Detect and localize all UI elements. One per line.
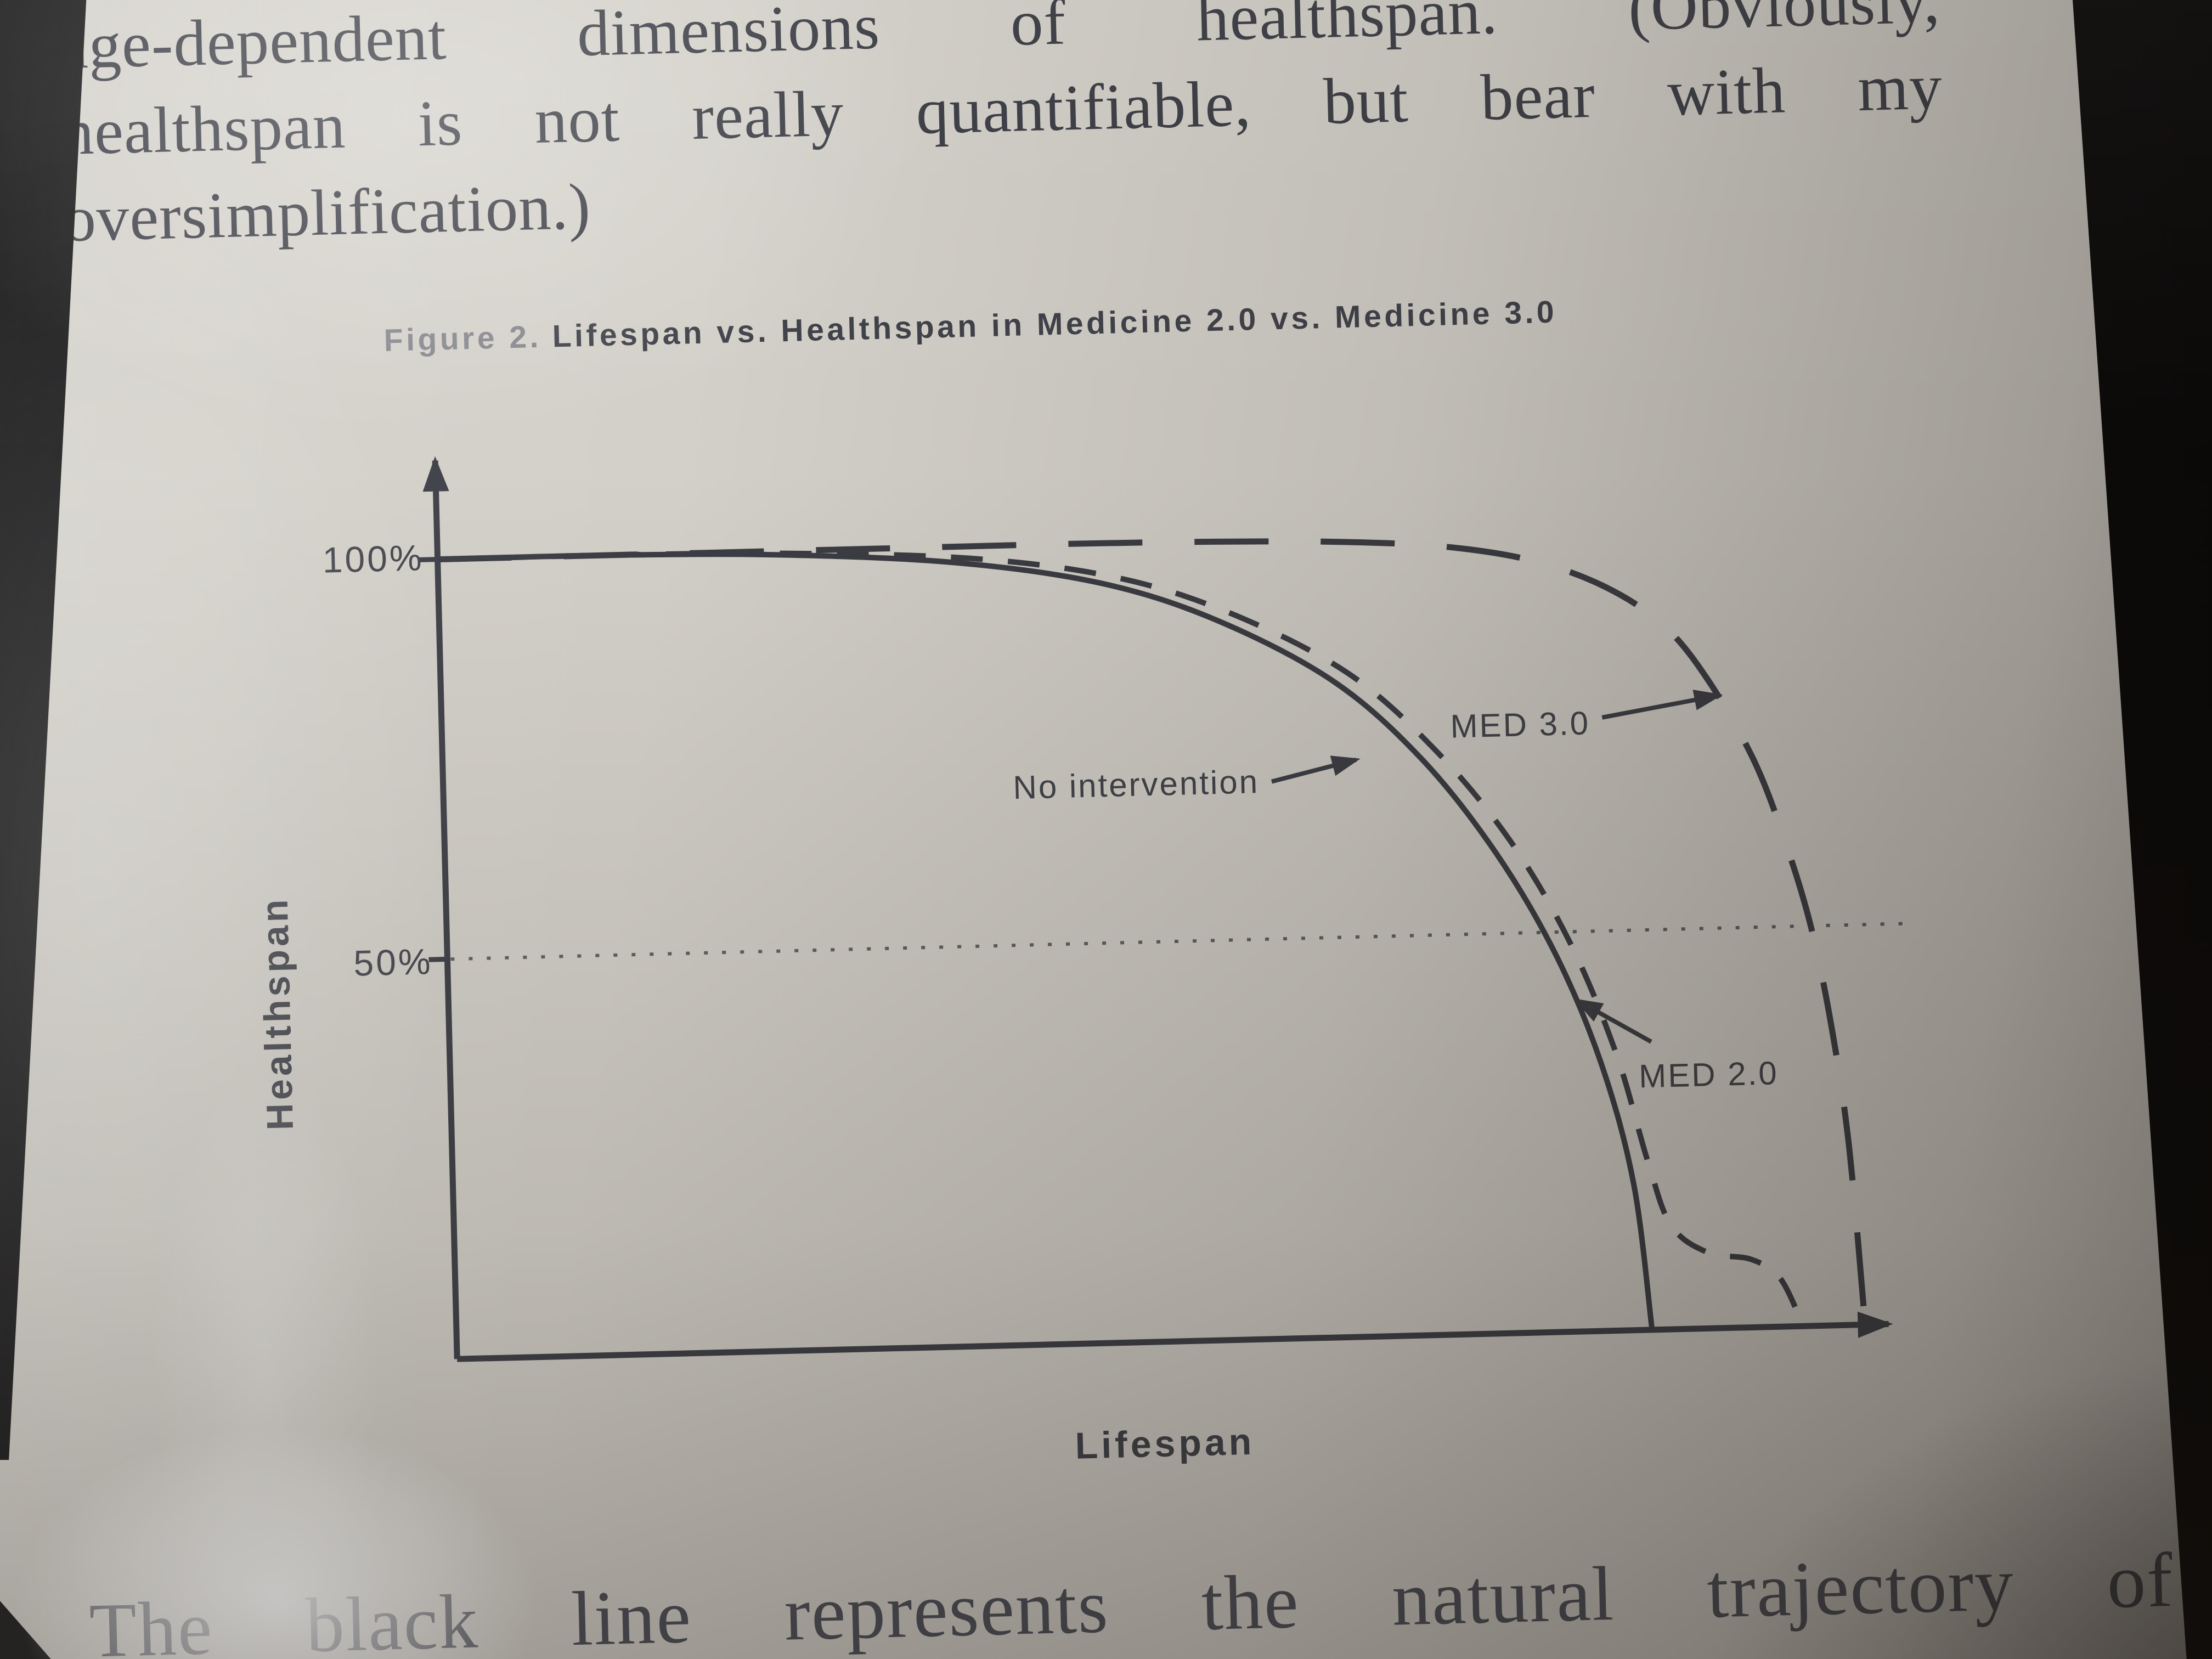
body-text-bottom-line: The black line represents the natural tr… [88,1537,2175,1659]
figure-title: Figure 2. Lifespan vs. Healthspan in Medi… [383,294,1558,359]
med-3-0-arrow-icon [1601,690,1723,720]
x-axis-label: Lifespan [1074,1420,1256,1467]
y-tick-label-100: 100% [321,537,425,580]
figure-title-text: Lifespan vs. Healthspan in Medicine 2.0 … [552,294,1558,354]
gridline-50-percent [450,922,1906,961]
figure-number-label: Figure 2. [383,319,542,358]
lifespan-healthspan-chart [198,358,1970,1536]
curve-no-intervention [437,551,1655,1330]
annotation-med-3-0: MED 3.0 [1449,704,1590,745]
no-intervention-arrow-icon [1271,755,1361,784]
chart-canvas [417,456,1906,1362]
y-axis [422,456,460,1359]
annotation-med-2-0: MED 2.0 [1638,1054,1779,1095]
annotation-no-intervention: No intervention [1012,763,1260,806]
x-axis [457,1311,1893,1362]
y-tick-label-50: 50% [353,941,433,984]
curve-med-3-0 [437,538,1869,1325]
y-axis-label: Healthspan [253,895,301,1131]
